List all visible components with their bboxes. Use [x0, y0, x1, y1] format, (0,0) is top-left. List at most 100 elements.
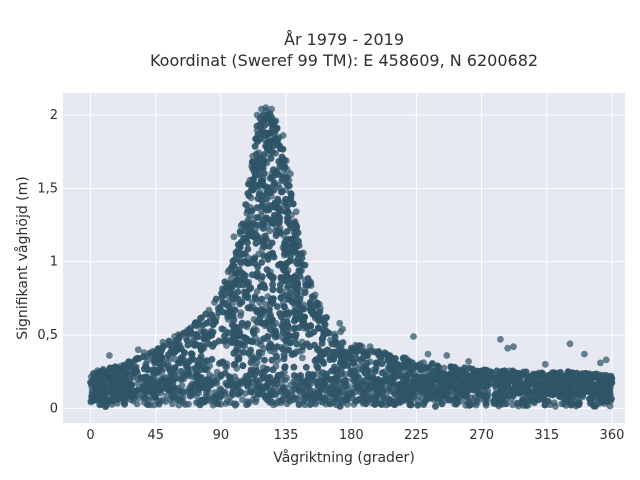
data-point: [165, 337, 173, 345]
data-point: [308, 293, 316, 300]
data-point: [107, 398, 115, 405]
data-point: [268, 316, 276, 323]
data-point: [290, 273, 298, 281]
data-point: [189, 373, 197, 381]
data-point: [344, 362, 352, 369]
data-point: [300, 249, 307, 257]
data-point: [258, 203, 266, 210]
data-point: [237, 276, 245, 284]
data-point: [263, 365, 271, 373]
data-point: [324, 329, 332, 337]
data-point: [227, 337, 234, 344]
data-point: [502, 391, 509, 399]
data-point: [211, 396, 218, 404]
data-point: [270, 330, 278, 338]
data-point: [331, 380, 339, 388]
data-point: [196, 401, 204, 409]
data-point: [204, 388, 212, 396]
data-point: [98, 367, 106, 375]
x-tick-label: 360: [600, 428, 625, 443]
data-point: [414, 362, 421, 370]
data-point: [301, 387, 309, 395]
data-point: [244, 190, 252, 197]
data-point: [310, 328, 318, 336]
data-point: [520, 379, 527, 387]
data-point: [445, 396, 452, 404]
data-point: [251, 255, 258, 263]
y-tick-label: 1,5: [37, 181, 58, 196]
y-tick-label: 0: [50, 401, 58, 416]
data-point: [223, 397, 231, 405]
data-point: [197, 353, 205, 360]
data-point: [385, 356, 392, 364]
data-point: [554, 388, 562, 396]
data-point: [272, 117, 280, 125]
data-point: [347, 367, 355, 375]
data-point: [366, 343, 374, 351]
data-point: [592, 382, 599, 390]
data-point: [432, 402, 439, 410]
data-point: [113, 366, 120, 374]
data-point: [521, 387, 529, 394]
data-point: [263, 319, 270, 327]
data-point: [305, 393, 312, 401]
data-point: [293, 243, 300, 251]
data-point: [597, 378, 605, 386]
data-point: [234, 246, 242, 254]
data-point: [287, 170, 294, 178]
data-point: [171, 333, 178, 340]
data-point: [263, 266, 271, 273]
data-point: [344, 381, 351, 389]
data-point: [128, 391, 136, 399]
data-point: [269, 286, 277, 294]
data-point: [283, 374, 291, 382]
data-point: [233, 339, 241, 347]
data-point: [288, 387, 296, 394]
data-point: [547, 386, 554, 394]
data-point: [106, 364, 114, 372]
chart-subtitle: Koordinat (Sweref 99 TM): E 458609, N 62…: [150, 51, 538, 70]
data-point: [270, 187, 278, 194]
data-point: [330, 355, 337, 363]
data-point: [239, 270, 247, 277]
data-point: [560, 400, 568, 408]
data-point: [424, 350, 432, 358]
data-point: [550, 399, 558, 407]
data-point: [269, 281, 276, 288]
data-point: [602, 356, 610, 364]
data-point: [169, 400, 176, 408]
data-point: [189, 355, 197, 363]
data-point: [519, 396, 526, 403]
data-point: [106, 352, 113, 359]
data-point: [524, 374, 531, 382]
data-point: [339, 325, 346, 333]
data-point: [212, 377, 220, 385]
data-point: [279, 174, 287, 182]
data-point: [197, 374, 205, 382]
data-point: [167, 385, 174, 393]
data-point: [575, 384, 583, 392]
data-point: [455, 376, 463, 383]
data-point: [281, 384, 289, 392]
data-point: [218, 325, 226, 333]
data-point: [230, 349, 238, 357]
data-point: [180, 389, 188, 396]
data-point: [329, 348, 337, 356]
data-point: [351, 347, 359, 355]
data-point: [261, 170, 268, 177]
data-point: [269, 398, 276, 406]
data-point: [234, 295, 242, 303]
data-point: [284, 282, 292, 290]
data-point: [497, 336, 504, 343]
x-tick-label: 315: [534, 428, 559, 443]
data-point: [323, 314, 330, 321]
data-point: [269, 366, 277, 374]
data-point: [580, 388, 588, 396]
data-point: [270, 166, 277, 174]
data-point: [265, 307, 273, 315]
data-point: [281, 277, 289, 285]
data-point: [92, 393, 99, 400]
data-point: [532, 374, 540, 382]
data-point: [292, 208, 300, 216]
data-point: [263, 131, 271, 139]
